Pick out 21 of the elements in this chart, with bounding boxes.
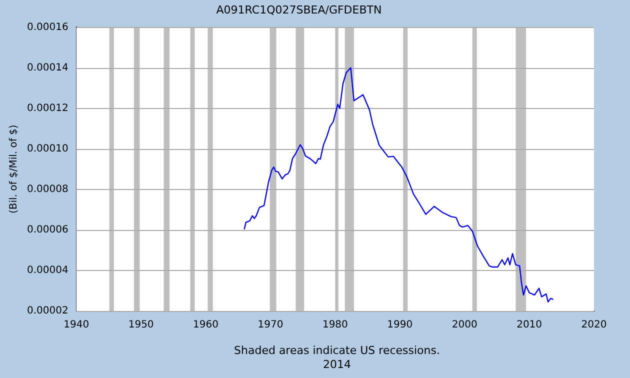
x-tick-label: 1970 bbox=[258, 320, 284, 331]
chart-title: A091RC1Q027SBEA/GFDEBTN bbox=[216, 3, 382, 16]
x-tick-label: 2020 bbox=[581, 320, 607, 331]
x-tick-label: 1940 bbox=[64, 320, 90, 331]
y-tick-label: 0.00006 bbox=[26, 224, 68, 236]
x-tick-label: 2010 bbox=[516, 320, 542, 331]
x-tick-label: 1990 bbox=[387, 320, 413, 331]
text: 2014 bbox=[323, 358, 351, 371]
x-tick-label: 1960 bbox=[193, 320, 218, 331]
y-tick-label: 0.00014 bbox=[26, 62, 68, 74]
y-axis-title: (Bil. of $/Mil. of $) bbox=[8, 124, 20, 214]
y-tick-label: 0.00002 bbox=[26, 306, 68, 317]
x-tick-label: 1950 bbox=[128, 320, 154, 331]
x-tick-label: 2000 bbox=[452, 320, 478, 331]
x-tick-label: 1980 bbox=[322, 320, 348, 331]
y-tick-label: 0.00016 bbox=[26, 22, 68, 33]
y-tick-label: 0.00012 bbox=[26, 102, 68, 114]
text: Shaded areas indicate US recessions. bbox=[234, 344, 440, 357]
y-tick-label: 0.00010 bbox=[26, 143, 68, 154]
y-tick-label: 0.00008 bbox=[26, 184, 68, 195]
y-tick-label: 0.00004 bbox=[26, 265, 68, 276]
